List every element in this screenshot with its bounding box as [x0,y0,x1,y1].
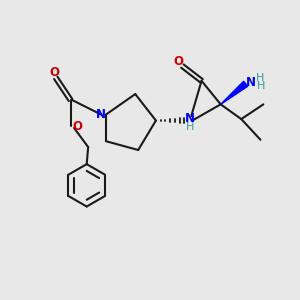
Polygon shape [221,81,248,104]
Text: H: H [257,81,265,91]
Text: H: H [256,74,265,83]
Text: N: N [246,76,256,89]
Text: N: N [95,108,106,121]
Text: H: H [186,122,194,132]
Text: O: O [174,55,184,68]
Text: O: O [72,120,82,133]
Text: O: O [49,66,59,79]
Text: N: N [185,112,195,125]
